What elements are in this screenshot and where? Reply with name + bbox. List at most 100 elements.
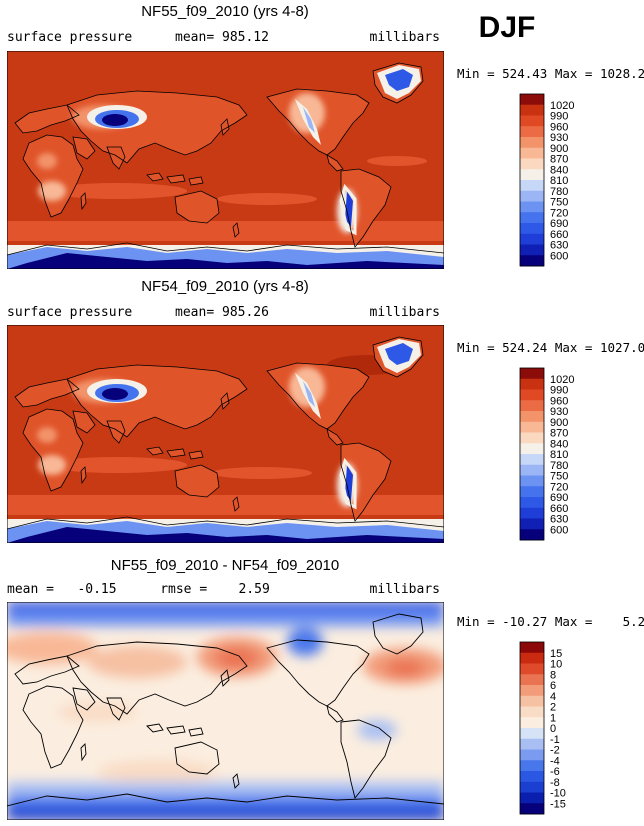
colorbar-tick-label: 15 xyxy=(550,648,562,660)
colorbar-tick-label: 2 xyxy=(550,702,556,714)
colorbar-tick-label: 660 xyxy=(550,503,568,515)
colorbar-frame xyxy=(519,367,545,541)
colorbar-tick-label: 8 xyxy=(550,669,556,681)
colorbar-swatch xyxy=(520,454,544,466)
colorbar-swatch xyxy=(520,400,544,412)
colorbar-swatch xyxy=(520,180,544,192)
colorbar-swatch xyxy=(520,126,544,138)
panel-1-field-label: surface pressure xyxy=(7,30,132,45)
colorbar-tick-label: 720 xyxy=(550,481,568,493)
colorbar-swatch xyxy=(520,507,544,519)
colorbar-tick-label: 930 xyxy=(550,132,568,144)
colorbar-tick-label: 960 xyxy=(550,121,568,133)
panel-1-stats: Min = 524.43 Max = 1028.25 xyxy=(457,66,644,81)
colorbar-swatch xyxy=(520,685,544,697)
colorbar-tick-label: 870 xyxy=(550,428,568,440)
colorbar-swatch xyxy=(520,728,544,740)
colorbar-swatch xyxy=(520,749,544,761)
panel-3-rmse: rmse = 2.59 xyxy=(160,582,270,597)
colorbar-tick-label: 6 xyxy=(550,680,556,692)
colorbar-tick-label: 930 xyxy=(550,406,568,418)
colorbar-swatch xyxy=(520,803,544,815)
colorbar-swatch xyxy=(520,233,544,245)
colorbar-tick-label: 630 xyxy=(550,514,568,526)
panel-2-stats: Min = 524.24 Max = 1027.04 xyxy=(457,340,644,355)
colorbar-swatch xyxy=(520,201,544,213)
colorbar-swatch xyxy=(520,223,544,235)
colorbar-tick-label: 690 xyxy=(550,492,568,504)
colorbar-tick-label: 870 xyxy=(550,154,568,166)
colorbar-swatch xyxy=(520,529,544,541)
colorbar-tick-label: 900 xyxy=(550,143,568,155)
colorbar-swatch xyxy=(520,706,544,718)
panel-2-title: NF54_f09_2010 (yrs 4-8) xyxy=(141,278,309,295)
colorbar-tick-label: 900 xyxy=(550,417,568,429)
panel-2-map xyxy=(7,325,444,543)
colorbar-swatch xyxy=(520,464,544,476)
colorbar-tick-label: 630 xyxy=(550,240,568,252)
colorbar-swatch xyxy=(520,738,544,750)
colorbar-swatch xyxy=(520,212,544,224)
colorbar-tick-label: 840 xyxy=(550,438,568,450)
colorbar-swatch xyxy=(520,475,544,487)
colorbar-swatch xyxy=(520,663,544,675)
colorbar-swatch xyxy=(520,94,544,106)
colorbar-swatch xyxy=(520,115,544,127)
colorbar-tick-label: -2 xyxy=(550,745,560,757)
colorbar-tick-label: 750 xyxy=(550,471,568,483)
colorbar-tick-label: -10 xyxy=(550,788,566,800)
colorbar-tick-label: 4 xyxy=(550,691,556,703)
panel-3-mean: mean = -0.15 xyxy=(7,582,117,597)
colorbar-swatch xyxy=(520,674,544,686)
colorbar-tick-label: -6 xyxy=(550,766,560,778)
panel-3-map xyxy=(7,602,444,820)
colorbar-swatch xyxy=(520,158,544,170)
colorbar-tick-label: -4 xyxy=(550,755,560,767)
colorbar-tick-label: 1020 xyxy=(550,100,574,112)
panel-3-title: NF55_f09_2010 - NF54_f09_2010 xyxy=(111,557,340,574)
colorbar-tick-label: 660 xyxy=(550,229,568,241)
colorbar-swatch xyxy=(520,255,544,267)
panel-3-stats: Min = -10.27 Max = 5.27 xyxy=(457,614,644,629)
colorbar-swatch xyxy=(520,486,544,498)
colorbar-swatch xyxy=(520,760,544,772)
colorbar-swatch xyxy=(520,104,544,116)
colorbar-tick-label: 720 xyxy=(550,207,568,219)
colorbar-swatch xyxy=(520,169,544,181)
colorbar-tick-label: 780 xyxy=(550,460,568,472)
panel-1: NF55_f09_2010 (yrs 4-8) surface pressure… xyxy=(7,3,644,269)
colorbar-tick-label: 780 xyxy=(550,186,568,198)
season-label: DJF xyxy=(479,11,536,44)
colorbar-swatch xyxy=(520,652,544,664)
colorbar-swatch xyxy=(520,147,544,159)
colorbar-swatch xyxy=(520,389,544,401)
colorbar-swatch xyxy=(520,695,544,707)
colorbar-tick-label: 990 xyxy=(550,111,568,123)
colorbar-swatch xyxy=(520,717,544,729)
panel-3: NF55_f09_2010 - NF54_f09_2010 mean = -0.… xyxy=(7,557,644,820)
colorbar-frame xyxy=(519,641,545,815)
colorbar-swatch xyxy=(520,421,544,433)
colorbar-tick-label: 960 xyxy=(550,395,568,407)
colorbar-swatch xyxy=(520,497,544,509)
panel-1-title: NF55_f09_2010 (yrs 4-8) xyxy=(141,3,309,20)
colorbar-swatch xyxy=(520,378,544,390)
colorbar-tick-label: 0 xyxy=(550,723,556,735)
colorbar-swatch xyxy=(520,781,544,793)
colorbar-tick-label: 600 xyxy=(550,524,568,536)
colorbar-swatch xyxy=(520,190,544,202)
panel-2-mean: mean= 985.26 xyxy=(175,305,269,320)
colorbar-tick-label: 990 xyxy=(550,385,568,397)
colorbar-tick-label: -1 xyxy=(550,734,560,746)
panel-1-units: millibars xyxy=(370,30,440,45)
panel-1-colorbar: 1020990960930900870840810780750720690660… xyxy=(519,93,574,267)
colorbar-swatch xyxy=(520,443,544,455)
colorbar-tick-label: 750 xyxy=(550,197,568,209)
colorbar-tick-label: 10 xyxy=(550,659,562,671)
panel-2-field-label: surface pressure xyxy=(7,305,132,320)
colorbar-tick-label: -15 xyxy=(550,798,566,810)
panel-2-colorbar: 1020990960930900870840810780750720690660… xyxy=(519,367,574,541)
colorbar-swatch xyxy=(520,518,544,530)
colorbar-swatch xyxy=(520,771,544,783)
